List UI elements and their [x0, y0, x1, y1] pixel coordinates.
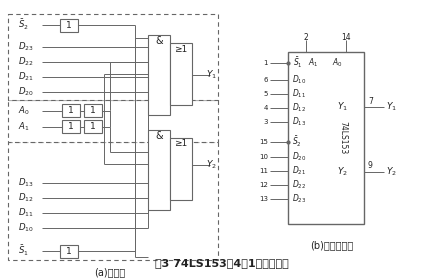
Bar [170, 138, 192, 200]
Bar [60, 245, 78, 258]
Text: 1: 1 [68, 122, 74, 131]
Text: $Y_1$: $Y_1$ [336, 101, 348, 113]
Text: 14: 14 [341, 33, 351, 41]
Text: &: & [155, 131, 163, 141]
Text: $\bar{S}_2$: $\bar{S}_2$ [292, 135, 302, 149]
Bar [62, 104, 80, 117]
Text: $\bar{S}_2$: $\bar{S}_2$ [18, 18, 29, 32]
Text: $D_{22}$: $D_{22}$ [18, 56, 34, 68]
Text: 74LS153: 74LS153 [338, 121, 347, 155]
Text: 1: 1 [263, 60, 268, 66]
Text: 1: 1 [90, 122, 96, 131]
Text: 15: 15 [259, 139, 268, 145]
Text: $Y_2$: $Y_2$ [206, 159, 217, 171]
Text: $Y_2$: $Y_2$ [336, 166, 348, 178]
Text: $D_{20}$: $D_{20}$ [292, 151, 307, 163]
Text: $D_{10}$: $D_{10}$ [18, 222, 34, 234]
Text: $D_{20}$: $D_{20}$ [18, 86, 34, 98]
Text: &: & [155, 36, 163, 46]
Text: $D_{21}$: $D_{21}$ [292, 165, 306, 177]
Text: $D_{23}$: $D_{23}$ [18, 41, 34, 53]
Text: 13: 13 [259, 196, 268, 202]
Text: 10: 10 [259, 154, 268, 160]
Text: (b)引脚功能图: (b)引脚功能图 [310, 240, 354, 250]
Text: 3: 3 [263, 119, 268, 125]
Text: $D_{11}$: $D_{11}$ [18, 207, 34, 219]
Text: 5: 5 [263, 91, 268, 97]
Bar [288, 52, 364, 224]
Text: ≥1: ≥1 [174, 140, 188, 148]
Bar [60, 19, 78, 32]
Text: $A_0$: $A_0$ [18, 105, 30, 117]
Text: $D_{12}$: $D_{12}$ [18, 192, 34, 204]
Text: $D_{13}$: $D_{13}$ [18, 177, 34, 189]
Text: 7: 7 [368, 96, 373, 105]
Text: 1: 1 [66, 247, 72, 256]
Text: (a)电路图: (a)电路图 [94, 267, 125, 277]
Text: $D_{22}$: $D_{22}$ [292, 179, 306, 191]
Text: 4: 4 [263, 105, 268, 111]
Bar [62, 120, 80, 133]
Text: $A_0$: $A_0$ [332, 57, 343, 69]
Text: 2: 2 [303, 33, 308, 41]
Text: 1: 1 [66, 21, 72, 30]
Text: $D_{13}$: $D_{13}$ [292, 116, 306, 128]
Bar [8, 142, 218, 260]
Bar [84, 104, 102, 117]
Text: $D_{12}$: $D_{12}$ [292, 102, 306, 114]
Text: $\bar{S}_1$: $\bar{S}_1$ [293, 56, 303, 70]
Text: 图3 74LS153双4选1数据选择器: 图3 74LS153双4选1数据选择器 [155, 258, 289, 268]
Text: $A_1$: $A_1$ [18, 121, 30, 133]
Text: 12: 12 [259, 182, 268, 188]
Text: $D_{21}$: $D_{21}$ [18, 71, 34, 83]
Bar [148, 35, 170, 115]
Text: $D_{10}$: $D_{10}$ [292, 74, 307, 86]
Text: $D_{11}$: $D_{11}$ [292, 88, 306, 100]
Bar [84, 120, 102, 133]
Text: $\bar{S}_1$: $\bar{S}_1$ [18, 244, 29, 258]
Bar [8, 100, 218, 142]
Text: $Y_2$: $Y_2$ [386, 166, 397, 178]
Text: $A_1$: $A_1$ [308, 57, 319, 69]
Bar [170, 43, 192, 105]
Text: ≥1: ≥1 [174, 44, 188, 53]
Text: $Y_1$: $Y_1$ [206, 69, 217, 81]
Bar [8, 14, 218, 100]
Text: 11: 11 [259, 168, 268, 174]
Text: $D_{23}$: $D_{23}$ [292, 193, 306, 205]
Text: $Y_1$: $Y_1$ [386, 101, 397, 113]
Bar [148, 130, 170, 210]
Text: 1: 1 [90, 106, 96, 115]
Text: 1: 1 [68, 106, 74, 115]
Text: 6: 6 [263, 77, 268, 83]
Text: 9: 9 [368, 162, 373, 170]
